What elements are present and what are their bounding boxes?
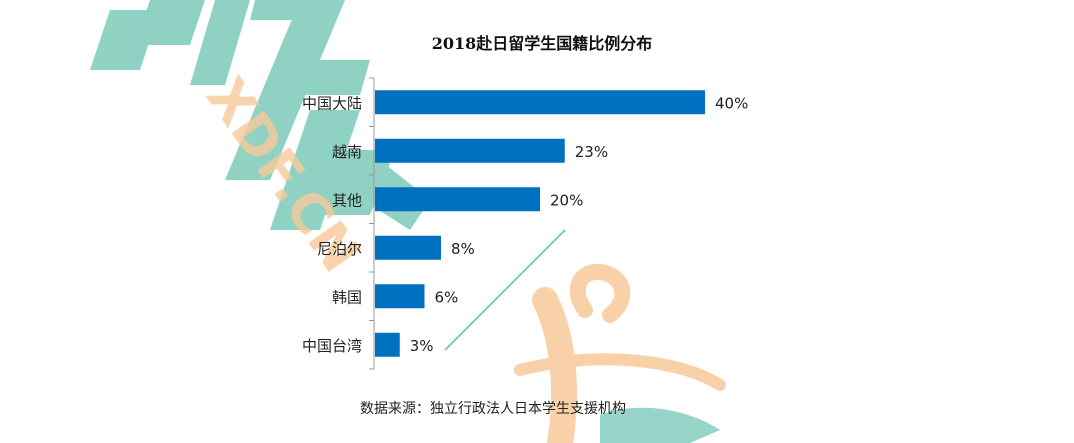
source-note: 数据来源：独立行政法人日本学生支援机构	[360, 401, 626, 417]
chart-title: 2018赴日留学生国籍比例分布	[431, 34, 653, 53]
bar	[375, 138, 565, 163]
category-label: 韩国	[332, 288, 362, 306]
bar	[375, 332, 400, 357]
bar	[375, 235, 441, 260]
category-label: 尼泊尔	[317, 240, 362, 258]
bar	[375, 187, 540, 212]
bar	[375, 284, 425, 309]
value-label: 3%	[410, 337, 434, 355]
category-label: 越南	[332, 143, 362, 161]
value-label: 8%	[451, 240, 475, 258]
value-label: 23%	[575, 143, 608, 161]
value-label: 40%	[715, 94, 748, 112]
category-label: 中国大陆	[302, 94, 362, 112]
bar	[375, 90, 705, 115]
value-label: 6%	[435, 288, 459, 306]
category-label: 中国台湾	[302, 337, 362, 355]
value-label: 20%	[550, 191, 583, 209]
category-label: 其他	[332, 191, 362, 209]
